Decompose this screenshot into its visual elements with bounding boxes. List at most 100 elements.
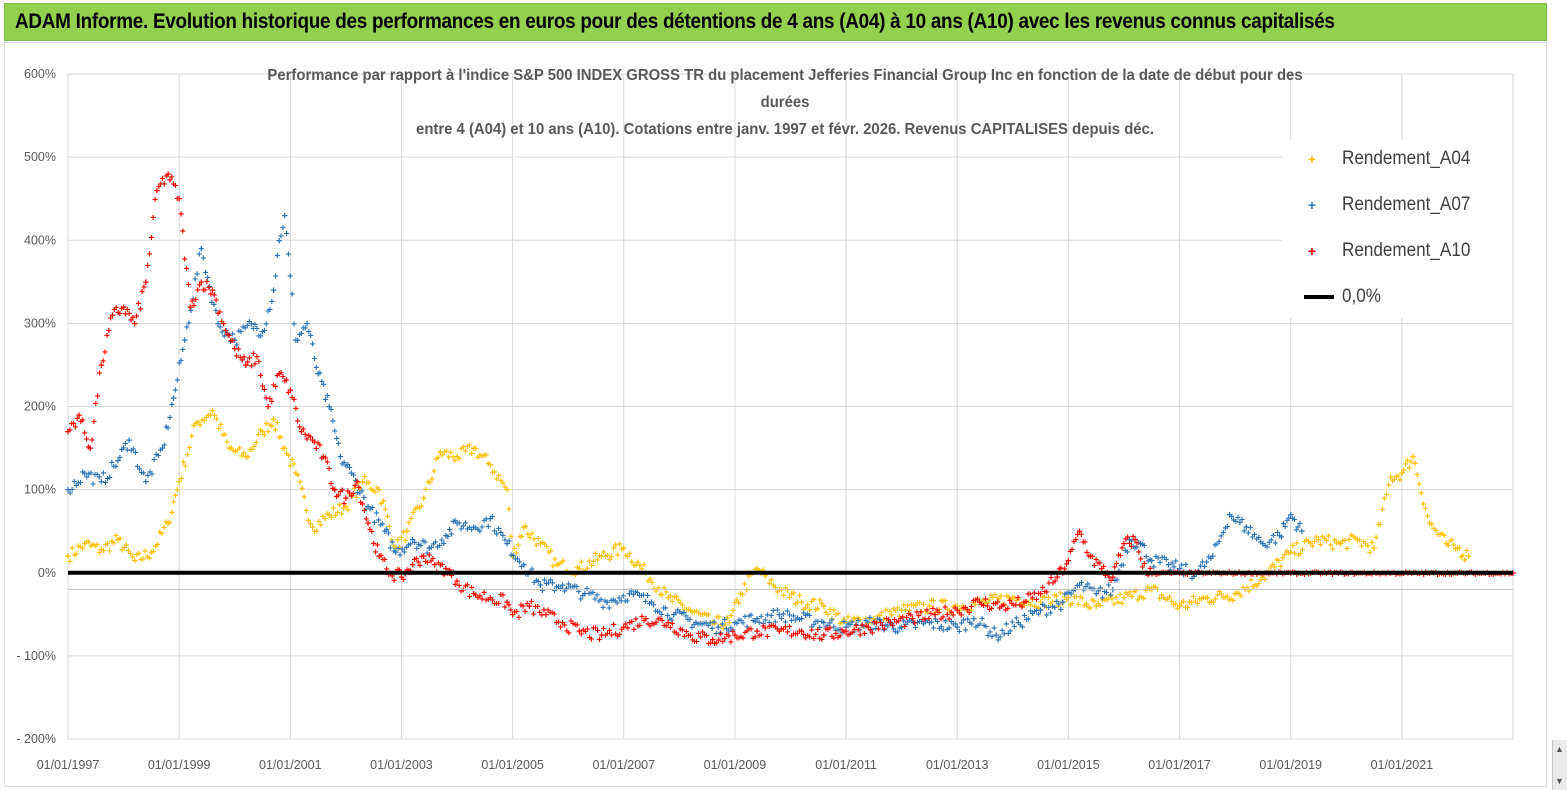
data-point-interp: + <box>475 593 481 604</box>
data-point-interp: + <box>1449 570 1455 581</box>
data-point-interp: + <box>1073 535 1079 546</box>
data-point-interp: + <box>742 612 748 623</box>
data-point-interp: + <box>201 253 207 264</box>
data-point-interp: + <box>1341 570 1347 581</box>
data-point: + <box>843 622 849 634</box>
data-point-interp: + <box>1292 549 1298 560</box>
data-point-interp: + <box>319 453 325 464</box>
data-point-interp: + <box>541 606 547 617</box>
data-point-interp: + <box>364 479 370 490</box>
data-point-interp: + <box>413 554 419 565</box>
data-point-interp: + <box>139 468 145 479</box>
data-point: + <box>220 318 226 330</box>
data-point-interp: + <box>1226 595 1232 606</box>
data-point-interp: + <box>572 582 578 593</box>
data-point-interp: + <box>124 446 130 457</box>
data-point-interp: + <box>867 613 873 624</box>
data-point: + <box>420 551 426 563</box>
data-point-interp: + <box>778 625 784 636</box>
data-point-interp: + <box>669 619 675 630</box>
data-point-interp: + <box>176 359 182 370</box>
data-point-interp: + <box>378 520 384 531</box>
data-point-interp: + <box>1318 540 1324 551</box>
scrollbar[interactable]: ▲ ▼ <box>1552 740 1567 790</box>
data-point-interp: + <box>702 630 708 641</box>
data-point-interp: + <box>317 368 323 379</box>
data-point-interp: + <box>867 614 873 625</box>
data-point-interp: + <box>694 637 700 648</box>
data-point-interp: + <box>412 555 418 566</box>
data-point-interp: + <box>837 631 843 642</box>
data-point-interp: + <box>336 490 342 501</box>
data-point-interp: + <box>1268 536 1274 547</box>
data-point-interp: + <box>1030 609 1036 620</box>
data-point-interp: + <box>433 537 439 548</box>
data-point-interp: + <box>572 570 578 581</box>
data-point-interp: + <box>134 312 140 323</box>
data-point-interp: + <box>387 522 393 533</box>
data-point-interp: + <box>869 618 875 629</box>
data-point-interp: + <box>1320 532 1326 543</box>
data-point-interp: + <box>744 627 750 638</box>
data-point-interp: + <box>193 295 199 306</box>
data-point-interp: + <box>853 614 859 625</box>
data-point-interp: + <box>720 637 726 648</box>
data-point-interp: + <box>1506 569 1512 580</box>
data-point-interp: + <box>762 571 768 582</box>
data-point-interp: + <box>1214 590 1220 601</box>
data-point-interp: + <box>1145 557 1151 568</box>
data-point-interp: + <box>613 541 619 552</box>
data-point-interp: + <box>797 627 803 638</box>
data-point-interp: + <box>182 461 188 472</box>
data-point-interp: + <box>791 611 797 622</box>
y-tick-label: 200% <box>24 400 56 414</box>
data-point-interp: + <box>900 613 906 624</box>
data-point-interp: + <box>494 474 500 485</box>
data-point-interp: + <box>267 420 273 431</box>
data-point-interp: + <box>934 617 940 628</box>
legend-item-a10[interactable]: + Rendement_A10 <box>1282 236 1485 266</box>
chart-legend[interactable]: + Rendement_A04 + Rendement_A07 + Rendem… <box>1282 140 1512 318</box>
data-point-interp: + <box>855 625 861 636</box>
legend-label-a04: Rendement_A04 <box>1342 148 1471 169</box>
data-point-interp: + <box>673 628 679 639</box>
data-point: + <box>1093 589 1099 601</box>
data-point-interp: + <box>389 571 395 582</box>
data-point-interp: + <box>214 414 220 425</box>
data-point-interp: + <box>962 604 968 615</box>
data-point-interp: + <box>475 453 481 464</box>
data-point-interp: + <box>86 538 92 549</box>
data-point-interp: + <box>1097 601 1103 612</box>
data-point-interp: + <box>1284 546 1290 557</box>
data-point-interp: + <box>67 425 73 436</box>
data-point: + <box>343 493 349 505</box>
legend-item-a07[interactable]: + Rendement_A07 <box>1282 190 1485 220</box>
legend-item-zero[interactable]: 0,0% <box>1282 282 1385 312</box>
data-point-interp: + <box>714 613 720 624</box>
scroll-down-arrow-icon[interactable]: ▼ <box>1555 776 1564 786</box>
scroll-up-arrow-icon[interactable]: ▲ <box>1555 744 1564 754</box>
data-point-interp: + <box>418 541 424 552</box>
data-point-interp: + <box>789 632 795 643</box>
data-point-interp: + <box>1242 585 1248 596</box>
data-point-interp: + <box>291 395 297 406</box>
data-point-interp: + <box>952 619 958 630</box>
data-point-interp: + <box>758 612 764 623</box>
data-point-interp: + <box>1225 522 1231 533</box>
data-point-interp: + <box>167 518 173 529</box>
data-point-interp: + <box>958 604 964 615</box>
data-point-interp: + <box>174 375 180 386</box>
data-point-interp: + <box>632 588 638 599</box>
data-point: + <box>648 597 654 609</box>
data-point-interp: + <box>671 627 677 638</box>
report-banner: ADAM Informe. Evolution historique des p… <box>4 3 1547 41</box>
legend-item-a04[interactable]: + Rendement_A04 <box>1282 144 1485 174</box>
data-point: + <box>1037 589 1043 601</box>
data-point-interp: + <box>219 317 225 328</box>
data-point-interp: + <box>363 515 369 526</box>
data-point-interp: + <box>879 618 885 629</box>
data-point-interp: + <box>1012 593 1018 604</box>
data-point-interp: + <box>718 629 724 640</box>
data-point-interp: + <box>1236 589 1242 600</box>
data-point-interp: + <box>785 627 791 638</box>
